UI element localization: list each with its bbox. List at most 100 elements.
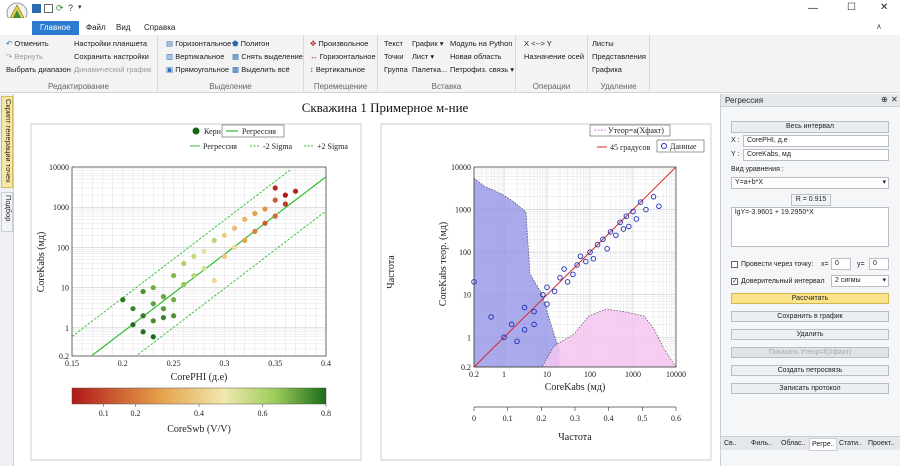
chevron-down-icon: ▾ — [510, 65, 514, 74]
core-point — [181, 281, 187, 288]
help-icon[interactable]: ? — [68, 3, 74, 13]
tablet-settings-button[interactable]: Настройки планшета — [74, 39, 148, 48]
data-point — [587, 249, 593, 255]
close-button[interactable]: ✕ — [880, 2, 889, 13]
x-tick-label: 0.2 — [469, 370, 479, 379]
tab-view[interactable]: Вид — [116, 23, 131, 32]
tab-point-generation-script[interactable]: Скрипт генерации точек — [1, 96, 13, 188]
close-icon[interactable]: ✕ — [891, 95, 898, 104]
move-horizontal-button[interactable]: ↔ Горизонтальное — [310, 52, 376, 61]
collapse-ribbon-icon[interactable]: ∧ — [876, 22, 882, 31]
save-settings-button[interactable]: Сохранить настройки — [74, 52, 149, 61]
select-range-button[interactable]: Выбрать диапазон — [6, 65, 71, 74]
confidence-checkbox[interactable]: ✓ — [731, 278, 738, 285]
r-value: R = 0.915 — [791, 194, 831, 206]
colorbar-tick-label: 0.6 — [258, 409, 268, 418]
core-point — [252, 228, 258, 235]
core-point — [262, 220, 268, 226]
move-vertical-button[interactable]: ↕ Вертикальное — [310, 65, 366, 74]
data-point — [643, 206, 649, 213]
redo-button[interactable]: ↷ Вернуть — [6, 52, 43, 61]
confidence-select[interactable]: 2 сигмы ▾ — [831, 275, 889, 287]
insert-sheet-button[interactable]: Лист ▾ — [412, 52, 435, 61]
tab-project[interactable]: Проект.. — [868, 440, 895, 447]
y-variable-field[interactable]: CoreKabs, мд — [743, 149, 889, 161]
pin-icon[interactable]: ⊕ — [881, 95, 888, 104]
x-tick-label: 10000 — [666, 370, 686, 379]
delete-views-button[interactable]: Представления — [592, 52, 646, 61]
panel-title: Регрессия — [725, 96, 764, 105]
right-ticks: 0.2 1 10 100 1000 10000 0.2 1 10 100 1000 10000 — [451, 163, 686, 379]
write-report-button[interactable]: Записать протокол — [731, 383, 889, 394]
y-tick-label: 1 — [65, 324, 69, 333]
tab-help[interactable]: Справка — [144, 23, 176, 32]
insert-points-button[interactable]: Точки — [384, 52, 404, 61]
petrophys-link-button[interactable]: Петрофиз. связь ▾ — [450, 65, 514, 74]
select-polygon-button[interactable]: ⬟ Полигон — [232, 39, 270, 48]
save-to-graph-button[interactable]: Сохранить в график — [731, 311, 889, 322]
formula-box: lgY=-3.9601 + 19.2950*X — [731, 207, 889, 247]
insert-graph-button[interactable]: График ▾ — [412, 39, 444, 48]
quick-access-dropdown-icon[interactable]: ▾ — [78, 4, 82, 11]
calculate-button[interactable]: Рассчитать — [731, 293, 889, 304]
minimize-button[interactable]: — — [808, 3, 818, 14]
colorbar-ticks: 0.1 0.2 0.4 0.6 0.8 — [99, 404, 331, 418]
refresh-icon[interactable]: ⟳ — [56, 3, 64, 13]
insert-text-button[interactable]: Текст — [384, 39, 403, 48]
tab-properties[interactable]: Св.. — [724, 440, 737, 447]
undo-icon: ↶ — [6, 39, 13, 48]
core-point — [292, 188, 299, 194]
assign-axes-button[interactable]: Назначение осей — [524, 52, 585, 61]
tab-selection[interactable]: Подбор — [1, 192, 13, 232]
delete-button[interactable]: Удалить — [731, 329, 889, 340]
dynamic-graph-button[interactable]: Динамический график — [74, 65, 152, 74]
tab-regression[interactable]: Регре.. — [809, 438, 838, 451]
y-tick-label: 10000 — [451, 163, 471, 172]
x-tick-label: 1000 — [625, 370, 641, 379]
equation-type-select[interactable]: Y=a+b*X ▾ — [731, 177, 889, 189]
insert-group-button[interactable]: Группа — [384, 65, 408, 74]
select-rect-button[interactable]: ▣ Прямоугольное — [166, 65, 230, 74]
undo-button[interactable]: ↶ Отменить — [6, 39, 49, 48]
tab-statistics[interactable]: Стати.. — [839, 440, 862, 447]
sigma-line — [137, 210, 327, 355]
deselect-icon: ▦ — [232, 52, 240, 61]
select-all-button[interactable]: ▩ Выделить всё — [232, 65, 290, 74]
tab-areas[interactable]: Облас.. — [781, 440, 806, 447]
create-petrolink-button[interactable]: Создать петросвязь — [731, 365, 889, 376]
show-ytheor-button[interactable]: Показать Утеор=f(Хфакт) — [731, 347, 889, 358]
interval-field[interactable]: Весь интервал — [731, 121, 889, 133]
new-document-icon[interactable] — [44, 4, 53, 13]
data-point — [544, 301, 550, 307]
y-tick-label: 0.2 — [59, 352, 69, 361]
y-point-input[interactable]: 0 — [869, 258, 889, 270]
through-point-checkbox[interactable] — [731, 261, 738, 268]
tab-filters[interactable]: Филь.. — [751, 440, 772, 447]
tab-file[interactable]: Файл — [86, 23, 106, 32]
select-vertical-button[interactable]: ▥ Вертикальное — [166, 52, 225, 61]
maximize-button[interactable]: ☐ — [847, 2, 856, 13]
right-series — [471, 166, 677, 368]
deselect-button[interactable]: ▦ Снять выделение — [232, 52, 303, 61]
x-variable-field[interactable]: CorePHI, д.е — [743, 135, 889, 147]
delete-graphics-button[interactable]: Графика — [592, 65, 622, 74]
swap-axes-button[interactable]: X <--> Y — [524, 39, 552, 48]
new-area-button[interactable]: Новая область — [450, 52, 502, 61]
delete-sheets-button[interactable]: Листы — [592, 39, 614, 48]
python-module-button[interactable]: Модуль на Python — [450, 39, 513, 48]
x-tick-label: 0.4 — [321, 359, 331, 368]
tab-home[interactable]: Главное — [32, 21, 79, 35]
horizontal-select-icon: ▤ — [166, 39, 174, 48]
plot-area[interactable]: Скважина 1 Примерное м-ние Керн Регресси… — [14, 94, 720, 466]
move-free-button[interactable]: ✥ Произвольное — [310, 39, 369, 48]
x-point-input[interactable]: 0 — [831, 258, 851, 270]
data-point — [600, 236, 606, 243]
data-point — [583, 258, 589, 265]
group-label: Удаление — [600, 82, 637, 91]
right-legend: Утеор=а(Хфакт) 45 градусов Данные — [589, 124, 705, 153]
insert-palette-button[interactable]: Палетка... — [412, 65, 448, 74]
select-horizontal-button[interactable]: ▤ Горизонтальное — [166, 39, 232, 48]
save-icon[interactable] — [32, 4, 41, 13]
chevron-down-icon: ▾ — [430, 52, 435, 61]
x-tick-label: 0.15 — [65, 359, 79, 368]
